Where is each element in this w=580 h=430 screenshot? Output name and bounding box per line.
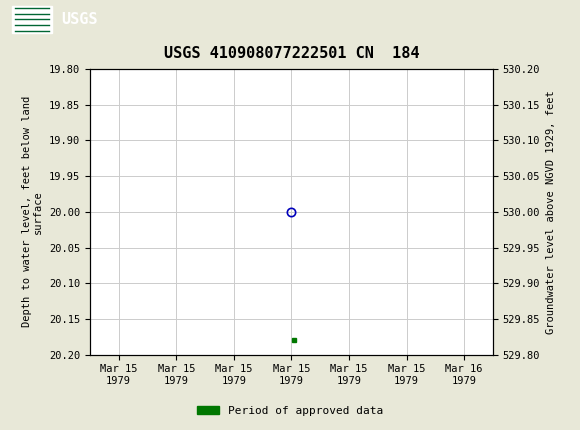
Y-axis label: Depth to water level, feet below land
surface: Depth to water level, feet below land su… bbox=[22, 96, 44, 327]
Text: USGS: USGS bbox=[61, 12, 97, 27]
Y-axis label: Groundwater level above NGVD 1929, feet: Groundwater level above NGVD 1929, feet bbox=[546, 90, 556, 334]
Title: USGS 410908077222501 CN  184: USGS 410908077222501 CN 184 bbox=[164, 46, 419, 61]
FancyBboxPatch shape bbox=[12, 6, 52, 33]
Legend: Period of approved data: Period of approved data bbox=[193, 401, 387, 420]
